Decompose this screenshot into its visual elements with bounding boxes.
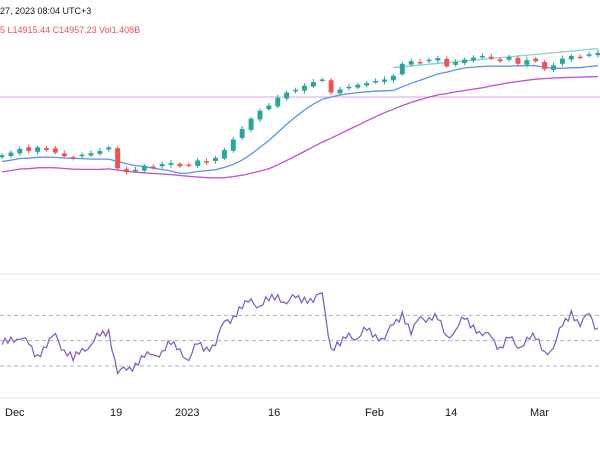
header-datetime: 27, 2023 08:04 UTC+3 (0, 6, 92, 16)
candle-up (435, 58, 441, 61)
candle-up (132, 169, 138, 172)
candle-up (257, 110, 263, 120)
candle-down (186, 164, 192, 167)
x-tick-label: 14 (445, 407, 457, 419)
candle-up (17, 148, 23, 154)
candle-up (141, 165, 147, 171)
rsi-panel (0, 273, 600, 376)
candle-up (524, 60, 530, 65)
candle-up (275, 97, 281, 107)
ma-slow-line (1, 75, 599, 179)
ma-fast-line (1, 64, 599, 175)
header-volume: Vol1.408B (99, 25, 141, 35)
candle-up (248, 118, 254, 130)
chart-header: 27, 2023 08:04 UTC+3 5 L14915.44 C14957.… (0, 0, 600, 40)
candle-down (124, 169, 129, 172)
candle-up (479, 55, 485, 58)
header-close: C14957.23 (52, 25, 97, 35)
candle-up (230, 139, 236, 151)
x-tick-label: 16 (268, 407, 280, 419)
time-axis: Dec 19 2023 16 Feb 14 Mar (0, 397, 600, 419)
candle-up (390, 75, 396, 81)
candle-up (8, 152, 14, 157)
candle-up (559, 58, 565, 64)
candle-up (471, 57, 476, 61)
x-tick-label: 19 (110, 407, 122, 419)
candle-down (577, 56, 583, 59)
candle-up (595, 52, 600, 56)
candle-up (35, 147, 41, 152)
x-tick-label: Feb (365, 407, 384, 419)
candle-up (168, 163, 174, 165)
candle-up (159, 164, 165, 167)
candle-up (221, 150, 227, 159)
candle-up (355, 84, 361, 88)
trendline (393, 48, 599, 69)
candle-down (515, 57, 521, 64)
candle-up (364, 83, 370, 86)
candle-up (0, 155, 5, 158)
candle-down (52, 148, 58, 153)
candle-up (195, 160, 201, 166)
candle-up (97, 151, 103, 154)
candle-down (497, 59, 503, 62)
header-low: L14915.44 (7, 25, 51, 35)
candle-down (150, 166, 156, 168)
candle-up (426, 59, 432, 62)
candle-down (26, 147, 32, 152)
rsi-line (1, 292, 599, 376)
header-prefix: 5 (0, 25, 6, 35)
candle-up (586, 54, 592, 56)
candle-up (302, 85, 307, 91)
candle-down (542, 61, 548, 70)
candle-up (319, 79, 325, 81)
candle-up (79, 154, 85, 157)
candle-up (453, 62, 459, 65)
x-tick-label: 2023 (175, 407, 199, 419)
candle-up (551, 65, 556, 70)
candle-down (44, 148, 49, 150)
candle-down (444, 58, 450, 67)
candle-down (70, 157, 76, 159)
candle-up (239, 129, 245, 138)
candle-up (310, 82, 316, 87)
candle-up (399, 63, 405, 75)
candle-up (88, 153, 94, 156)
candle-up (373, 81, 379, 83)
candle-down (328, 80, 334, 93)
candle-up (346, 86, 352, 89)
candle-up (568, 55, 574, 60)
candle-up (293, 89, 298, 92)
price-panel (0, 48, 600, 179)
candle-down (417, 61, 423, 64)
x-tick-label: Dec (5, 407, 25, 419)
candle-up (337, 89, 343, 94)
candle-down (204, 161, 210, 163)
candle-down (115, 148, 121, 169)
candle-up (213, 157, 218, 161)
candle-down (533, 58, 539, 62)
candle-up (408, 61, 414, 65)
candle-down (488, 56, 494, 59)
candle-down (61, 153, 67, 157)
candle-up (106, 147, 112, 150)
x-tick-label: Mar (530, 407, 549, 419)
candle-up (266, 105, 272, 110)
candle-up (462, 59, 468, 64)
header-ohlc: 5 L14915.44 C14957.23 Vol1.408B (0, 25, 140, 35)
candle-up (284, 92, 290, 99)
candle-up (382, 79, 387, 82)
candle-up (506, 57, 512, 60)
candle-down (177, 163, 183, 167)
